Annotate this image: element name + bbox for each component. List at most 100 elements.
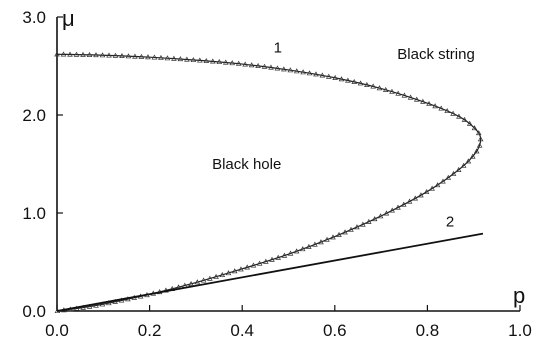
series-1-marker	[261, 63, 268, 69]
x-axis-label: p	[513, 283, 525, 308]
series-1-marker	[86, 51, 93, 57]
curve-2-label: 2	[446, 214, 454, 231]
series-1-marker	[440, 178, 446, 184]
series-1-marker	[287, 250, 294, 256]
series-1-marker	[300, 69, 306, 75]
series-1-marker	[357, 80, 364, 86]
series-1-marker	[360, 221, 366, 227]
x-tick-label: 1.0	[508, 321, 532, 340]
series-1-marker	[429, 185, 435, 191]
series-1-marker	[248, 62, 255, 68]
series-1-marker	[203, 57, 210, 64]
series-1-marker	[475, 130, 482, 136]
series-1-marker	[269, 256, 275, 262]
series-1-marker	[370, 83, 376, 89]
series-1-marker	[332, 74, 338, 80]
series-1-marker	[60, 51, 67, 57]
series-1-marker	[382, 86, 389, 92]
y-tick-label: 1.0	[22, 204, 46, 223]
curve-1-label: 1	[274, 39, 282, 56]
series-1-marker	[242, 61, 248, 67]
series-1-marker	[477, 136, 484, 142]
series-1-marker	[73, 51, 80, 57]
series-1-marker	[213, 273, 219, 279]
series-1-marker	[112, 52, 119, 58]
series-1-marker	[450, 170, 457, 176]
series-1-marker	[158, 54, 164, 60]
series-1-marker	[418, 192, 424, 198]
y-axis-label: μ	[62, 6, 75, 31]
series-1-marker	[119, 52, 125, 59]
series-1-marker	[244, 264, 250, 270]
series-1-marker	[444, 108, 450, 114]
series-1-marker	[312, 241, 318, 247]
series-1-marker	[324, 236, 330, 242]
series-1-marker	[460, 162, 467, 168]
series-1-marker	[336, 231, 342, 237]
series-1-marker	[145, 54, 151, 60]
series-1-marker	[151, 54, 158, 60]
series-1-marker	[229, 60, 236, 66]
series-1-marker	[325, 73, 332, 79]
x-tick-label: 0.8	[416, 321, 440, 340]
x-tick-label: 0.4	[230, 321, 254, 340]
series-1-marker	[432, 103, 438, 109]
series-1-marker	[473, 148, 480, 154]
series-1-marker	[54, 51, 60, 57]
series-1-marker	[354, 224, 360, 230]
series-1-marker	[222, 59, 229, 65]
series-1-marker	[406, 198, 413, 204]
series-1-marker	[400, 201, 407, 207]
series-1-marker	[125, 53, 132, 59]
series-1-marker	[194, 279, 201, 285]
series-1-marker	[93, 52, 99, 58]
series-1-marker	[364, 81, 370, 87]
series-1-marker	[445, 174, 452, 180]
series-1-marker	[250, 262, 257, 268]
black-string-annotation: Black string	[397, 46, 475, 63]
series-1-marker	[413, 96, 420, 102]
series-1-marker	[438, 105, 444, 111]
series-1-marker	[420, 98, 426, 104]
series-1-marker	[106, 52, 112, 58]
y-tick-label: 3.0	[22, 8, 46, 27]
series-1-marker	[86, 303, 93, 309]
series-1-marker	[456, 113, 462, 119]
x-tick-label: 0.2	[138, 321, 162, 340]
series-1-marker	[299, 246, 306, 252]
series-1-marker	[287, 67, 294, 73]
ticks: 0.0 0.2 0.4 0.6 0.8 1.0 0.0 1.0 2.0 3.0	[22, 8, 531, 340]
series-1-marker	[426, 100, 432, 106]
series-1-marker	[67, 51, 73, 57]
series-1-marker	[263, 258, 269, 264]
series-1-marker	[401, 92, 408, 98]
series-1-marker	[389, 207, 396, 213]
series-1-marker	[171, 55, 177, 61]
series-1-marker	[235, 60, 242, 66]
series-1-marker	[80, 51, 86, 57]
series-1-marker	[281, 252, 288, 258]
series-1-marker	[461, 116, 468, 122]
series-1-marker	[469, 153, 476, 159]
series-1-marker	[231, 268, 238, 274]
series-1-marker	[268, 64, 274, 70]
series-1-marker	[313, 71, 319, 77]
series-1-marker	[407, 94, 414, 100]
series-1-marker	[293, 248, 300, 254]
series-1-marker	[338, 76, 345, 82]
series-1-marker	[274, 65, 281, 71]
series-1-marker	[455, 166, 462, 172]
series-layer	[54, 51, 484, 314]
series-1-marker	[99, 301, 106, 307]
series-1-marker	[465, 158, 472, 164]
series-1-marker	[383, 210, 390, 216]
y-tick-label: 2.0	[22, 106, 46, 125]
series-1-marker	[389, 88, 395, 94]
series-1-marker	[351, 78, 358, 84]
series-1-marker	[99, 52, 106, 58]
series-1-marker	[210, 58, 216, 64]
series-1-marker	[423, 189, 430, 195]
series-1-marker	[306, 243, 312, 249]
series-1-marker	[106, 300, 112, 306]
